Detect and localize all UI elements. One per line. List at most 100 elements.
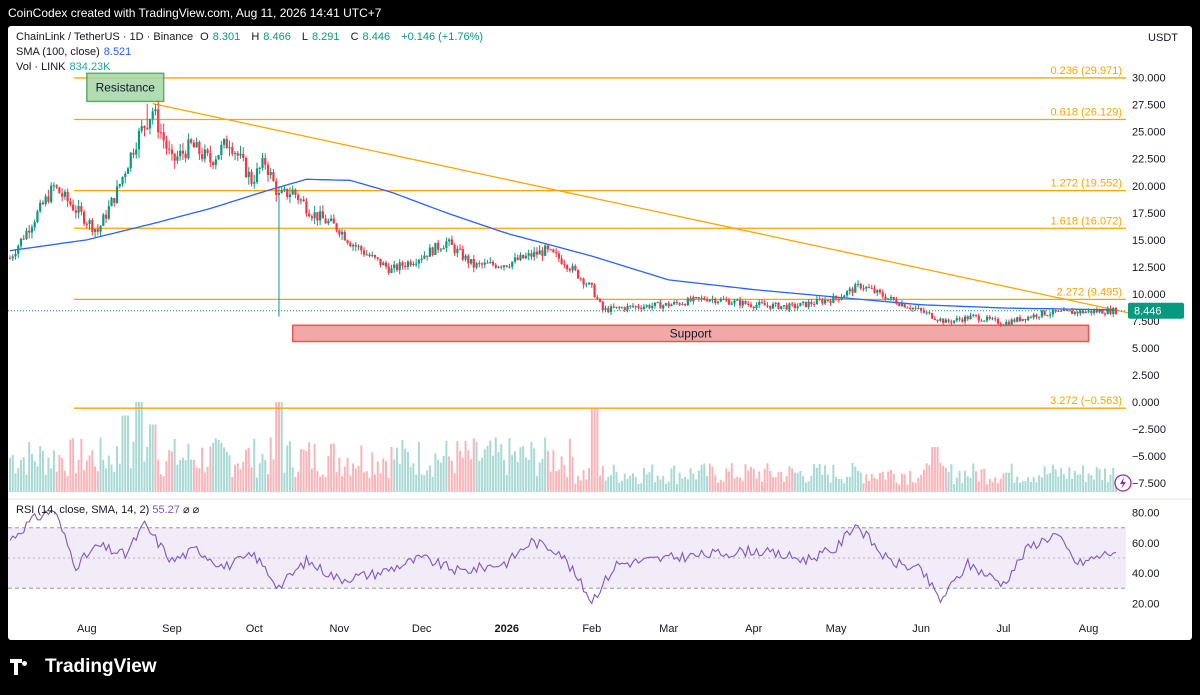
candle [91,217,94,236]
candle-body [456,248,459,254]
candle-body [593,284,596,298]
candle [1016,316,1019,323]
candle-body [266,164,270,176]
candle [264,153,267,170]
volume-bar [379,473,382,492]
candle [52,182,56,192]
candle-body [80,206,83,212]
candle [955,315,958,323]
candle-body [354,244,357,247]
candle-body [727,300,731,305]
volume-bar [406,451,409,492]
candle-body [85,223,88,225]
volume-bar [1090,475,1093,492]
volume-bar [255,477,258,492]
candle-body [942,318,945,323]
candle [277,186,281,317]
candle-body [692,297,695,302]
candle-body [461,249,464,260]
tradingview-brand[interactable]: TradingView [10,656,157,678]
candle-body [173,153,176,161]
volume-bar [1049,473,1052,492]
ohlc-low: L 8.291 [302,31,344,43]
candle-body [264,158,267,165]
candle [544,244,547,257]
candle-body [220,144,223,156]
candle-body [159,132,163,134]
volume-bar [445,440,448,492]
candle-body [637,306,640,308]
candle-body [925,312,928,314]
candle [401,260,404,270]
open-label: O [200,31,209,43]
candle-body [190,139,193,143]
volume-bar [1013,482,1016,492]
candle [176,150,179,165]
candle-body [1018,317,1022,321]
price-tick-label: 10.000 [1132,289,1166,301]
candle [823,296,827,306]
price-chart[interactable]: 30.000 27.500 25.000 22.500 20.000 17.500 15.0… [8,26,1192,640]
candle-body [124,173,127,177]
candle [799,302,802,307]
volume-bar [30,453,33,492]
candle-body [77,206,80,213]
volume-bar [889,469,892,492]
candle-body [856,283,860,285]
volume-bar [868,480,871,492]
symbol-name: ChainLink / TetherUS · 1D · Binance [16,31,194,43]
volume-bar [74,473,77,492]
candle-body [911,307,915,309]
candle-body [741,300,744,306]
candle [747,300,750,307]
candle [124,171,127,184]
candle [168,140,171,155]
candle [873,285,876,294]
candle-body [401,262,404,266]
candle-body [151,111,154,120]
volume-bar [640,483,643,492]
candle-body [39,202,42,212]
candle-body [601,301,604,311]
volume-bar [782,481,785,492]
credit-bar: CoinCodex created with TradingView.com, … [0,0,1200,26]
candle [500,265,503,270]
volume-bar [739,477,742,492]
candle [980,318,983,322]
candle [335,222,338,233]
candle-body [900,303,904,306]
candle-body [832,295,835,303]
candle [1032,312,1035,320]
candle [961,317,964,323]
candle [14,249,17,260]
candle [338,228,341,238]
volume-bar [541,458,544,492]
candle-body [104,214,108,219]
candle-body [881,292,884,297]
candle-body [458,248,462,250]
candle-body [261,158,264,168]
volume-bar [269,437,272,492]
volume-bar [486,445,489,492]
volume-bar [988,479,991,492]
volume-bar [206,466,209,492]
candle [343,229,346,241]
chart-panel[interactable]: 30.000 27.500 25.000 22.500 20.000 17.500 15.0… [8,26,1192,640]
volume-bar [409,466,412,492]
volume-bar [876,479,879,492]
volume-bar [975,471,978,492]
candle-body [662,305,665,309]
volume-bar [832,464,835,492]
candle [587,281,591,285]
candle [1027,315,1030,321]
candle [566,264,569,272]
candle-body [28,230,31,233]
candle [1040,309,1044,319]
candle [684,303,687,307]
candle [571,263,574,273]
currency-label: USDT [1148,32,1178,44]
candle [996,317,1000,325]
candle [181,142,184,160]
candle [96,223,99,236]
volume-bar [69,439,72,492]
